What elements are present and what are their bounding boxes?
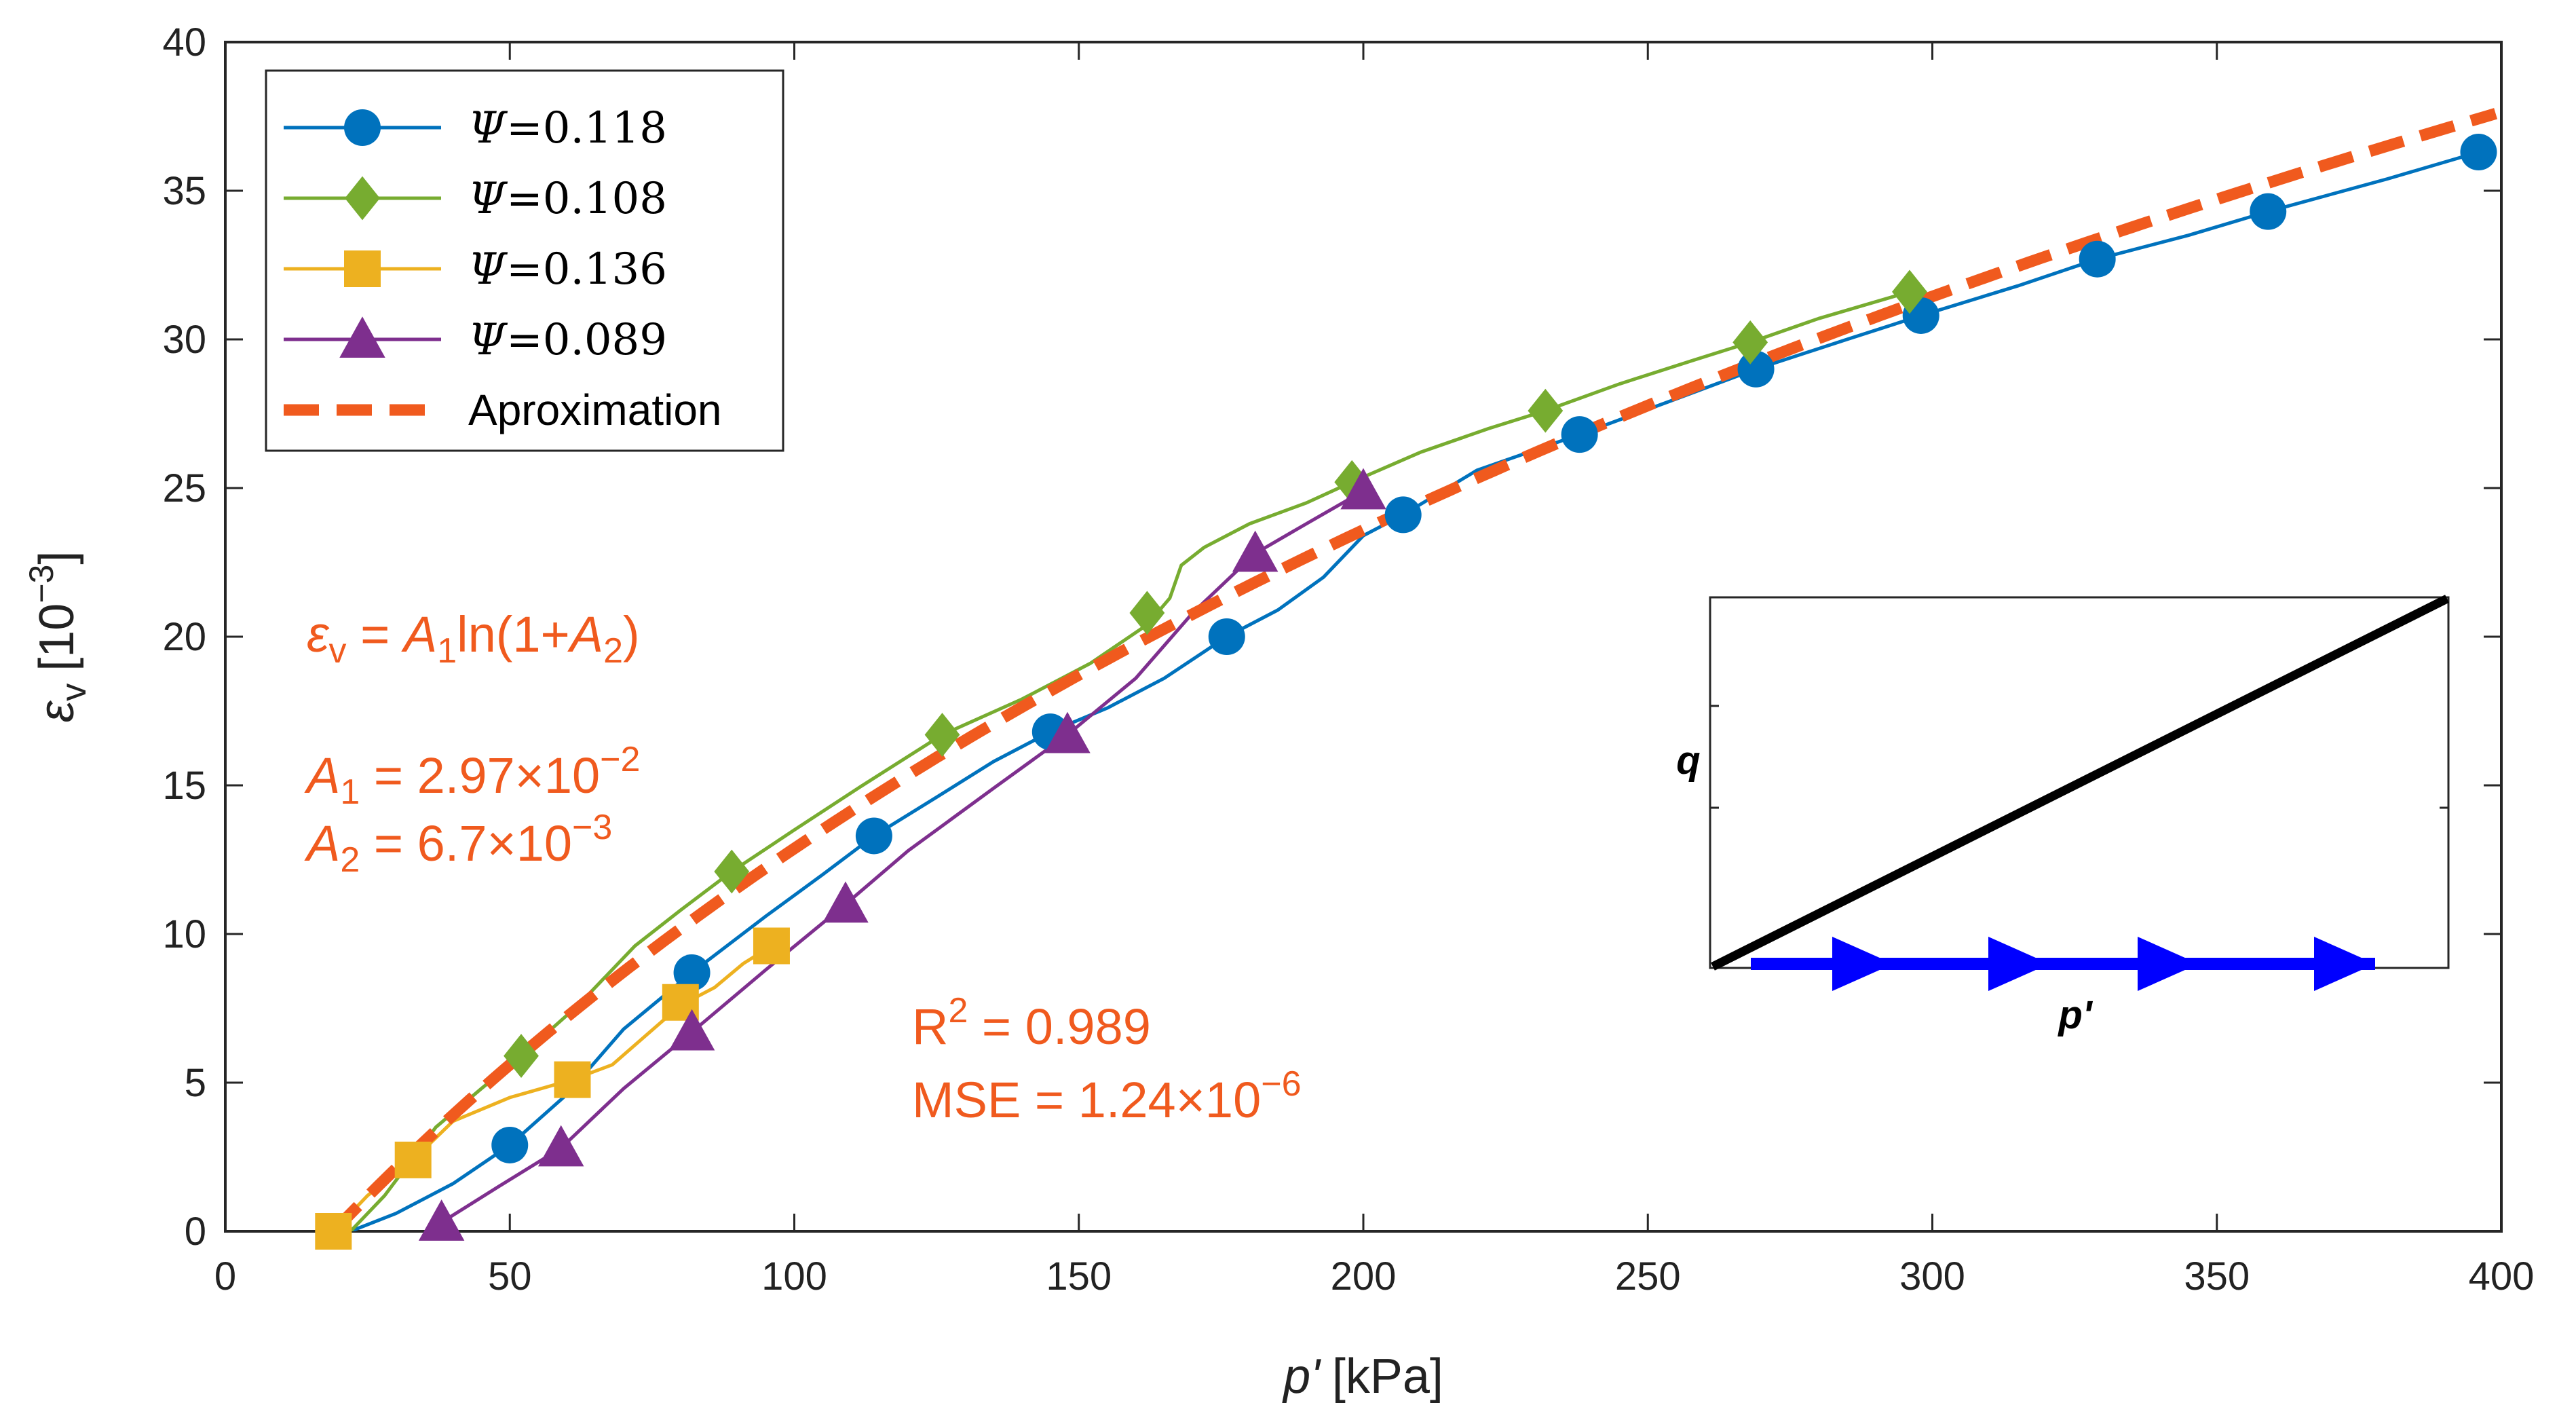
legend-value: =0.089 <box>506 315 667 365</box>
marker-diamond <box>1129 591 1165 635</box>
x-tick-label: 400 <box>2469 1254 2535 1298</box>
marker-circle <box>1561 416 1598 453</box>
x-tick-label: 250 <box>1615 1254 1681 1298</box>
y-tick-label: 40 <box>162 20 206 64</box>
formula-text: εv = A1ln(1+A2) <box>307 606 640 671</box>
marker-triangle <box>1044 711 1091 753</box>
marker-triangle <box>339 316 385 358</box>
marker-triangle <box>418 1199 465 1241</box>
marker-triangle <box>1232 530 1278 572</box>
marker-diamond <box>1732 320 1768 365</box>
marker-circle <box>2250 193 2287 230</box>
x-tick-label: 150 <box>1046 1254 1112 1298</box>
inset-p-label: p' <box>2057 993 2093 1037</box>
marker-diamond <box>714 849 750 894</box>
marker-triangle <box>1340 468 1386 510</box>
marker-circle <box>2460 134 2497 171</box>
x-tick-label: 300 <box>1899 1254 1965 1298</box>
legend-label: Ψ=0.108 <box>468 174 667 224</box>
inset-stress-path: q p' <box>1676 595 2450 1037</box>
marker-triangle <box>668 1009 715 1051</box>
marker-diamond <box>1892 269 1927 314</box>
legend-label: Ψ=0.136 <box>468 244 667 295</box>
marker-diamond <box>1528 388 1564 433</box>
marker-square <box>394 1141 432 1178</box>
r2-value-text: R2 = 0.989 <box>912 991 1151 1055</box>
x-tick-label: 100 <box>761 1254 827 1298</box>
marker-square <box>344 250 381 287</box>
y-tick-label: 25 <box>162 466 206 510</box>
inset-arrow-4 <box>2314 937 2375 991</box>
y-tick-label: 35 <box>162 169 206 213</box>
legend-label: Ψ=0.118 <box>468 103 667 153</box>
marker-circle <box>1208 618 1245 655</box>
marker-triangle <box>822 881 869 923</box>
mse-value-text: MSE = 1.24×10−6 <box>912 1064 1302 1128</box>
marker-circle <box>1384 496 1422 534</box>
marker-triangle <box>537 1125 584 1167</box>
y-tick-label: 5 <box>185 1061 206 1105</box>
y-axis-ticks: 0 5 10 15 20 25 30 35 40 <box>162 20 2501 1254</box>
approximation-curve <box>329 108 2498 1231</box>
y-tick-label: 30 <box>162 318 206 362</box>
legend-value: =0.136 <box>506 244 667 295</box>
series-line <box>349 150 2480 1231</box>
marker-diamond <box>345 176 380 221</box>
marker-layer <box>315 134 2497 1250</box>
inset-stress-path-line <box>1711 595 2449 971</box>
inset-arrow-2 <box>1988 937 2049 991</box>
x-axis-ticks: 0 50 100 150 200 250 300 350 400 <box>214 42 2535 1298</box>
legend-symbol: Ψ <box>468 174 508 224</box>
marker-circle <box>855 817 892 855</box>
y-tick-label: 20 <box>162 615 206 659</box>
x-tick-label: 350 <box>2184 1254 2250 1298</box>
x-tick-label: 200 <box>1331 1254 1397 1298</box>
marker-square <box>753 927 790 965</box>
legend-value: =0.118 <box>506 103 667 153</box>
y-tick-label: 10 <box>162 912 206 956</box>
marker-circle <box>344 109 381 146</box>
marker-diamond <box>504 1034 539 1078</box>
legend-label: Aproximation <box>468 386 722 434</box>
marker-square <box>315 1213 352 1250</box>
series-line <box>440 489 1365 1225</box>
inset-arrow-3 <box>2138 937 2199 991</box>
marker-square <box>554 1061 591 1098</box>
y-axis-title: εv[10−3] <box>22 551 94 723</box>
marker-circle <box>2079 240 2116 278</box>
approximation-layer <box>329 108 2498 1231</box>
marker-diamond <box>1334 460 1370 504</box>
inset-arrow-1 <box>1832 937 1893 991</box>
equation-annotations: εv = A1ln(1+A2) A1 = 2.97×10−2 A2 = 6.7×… <box>304 606 1302 1128</box>
x-tick-label: 0 <box>214 1254 236 1298</box>
x-tick-label: 50 <box>488 1254 532 1298</box>
legend-symbol: Ψ <box>468 244 508 295</box>
inset-q-label: q <box>1676 739 1700 783</box>
a1-value-text: A1 = 2.97×10−2 <box>304 740 640 812</box>
y-tick-label: 0 <box>185 1210 206 1254</box>
marker-diamond <box>924 713 960 757</box>
legend-symbol: Ψ <box>468 103 508 153</box>
a2-value-text: A2 = 6.7×10−3 <box>304 808 612 880</box>
legend-label: Ψ=0.089 <box>468 315 667 365</box>
y-tick-label: 15 <box>162 764 206 808</box>
marker-circle <box>491 1126 529 1163</box>
x-axis-title: p' [kPa] <box>1282 1349 1443 1404</box>
legend-symbol: Ψ <box>468 315 508 365</box>
marker-circle <box>673 954 711 991</box>
legend-value: =0.108 <box>506 174 667 224</box>
